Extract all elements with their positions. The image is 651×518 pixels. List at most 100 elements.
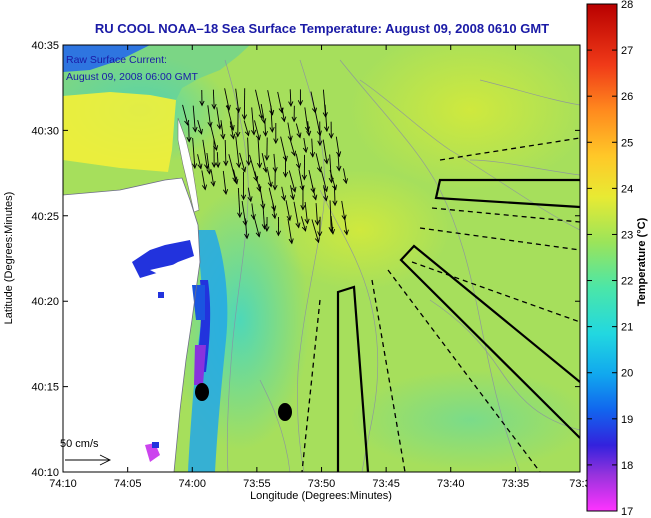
radar-beams [336, 178, 580, 472]
current-vector [324, 104, 328, 132]
inlet-land [150, 262, 195, 280]
coastal-violet-patch [194, 345, 206, 385]
dashed-line [411, 261, 580, 323]
current-vector-head [210, 180, 216, 187]
colorbar-tick-label: 18 [621, 460, 633, 472]
current-vector [320, 170, 328, 192]
colorbar-tick-label: 28 [621, 0, 633, 11]
current-vector [303, 137, 307, 153]
current-vector [197, 154, 202, 169]
current-vector-head [271, 213, 277, 220]
current-vector-head [255, 134, 261, 141]
colorbar-tick-label: 19 [621, 414, 633, 426]
current-vector [254, 171, 261, 192]
current-vector [224, 139, 227, 166]
current-vector-head [316, 166, 322, 173]
current-vector-head [264, 155, 270, 161]
current-vector-head [309, 151, 316, 158]
current-vector [222, 170, 227, 194]
beam-outline [434, 178, 580, 209]
current-vector [335, 136, 340, 157]
y-tick-label: 40:20 [31, 296, 59, 308]
current-vector-head [236, 162, 242, 169]
x-axis: 74:10 74:05 74:00 73:55 73:50 73:45 73:40 73:35… [49, 45, 591, 490]
current-vector-head [197, 163, 203, 170]
current-vector-head [272, 184, 278, 191]
x-tick-label: 73:50 [308, 478, 336, 490]
colorbar-label: Temperature (°C) [636, 217, 648, 306]
dashed-line [387, 269, 541, 472]
dashed-line [371, 279, 406, 472]
current-vector [343, 216, 348, 235]
beam-outline [336, 285, 370, 472]
current-vector [287, 218, 293, 244]
current-vector-head [220, 133, 226, 140]
current-vector-head [282, 171, 289, 178]
current-vector-head [302, 147, 308, 154]
current-vector [237, 187, 241, 218]
current-vector-head [323, 195, 329, 202]
current-vector [315, 203, 318, 225]
current-vector [277, 91, 283, 113]
current-vector [228, 154, 237, 182]
current-vector [295, 123, 301, 138]
current-vector [188, 123, 190, 142]
colorbar-tick-label: 23 [621, 229, 633, 241]
current-vector [202, 139, 208, 169]
x-tick-label: 74:10 [49, 478, 77, 490]
current-vector-head [300, 204, 306, 211]
chart-title: RU COOL NOAA–18 Sea Surface Temperature:… [95, 21, 549, 36]
current-vector-head [312, 194, 318, 201]
current-vector-head [215, 162, 221, 169]
coastline [63, 177, 201, 472]
current-vector-head [296, 132, 302, 139]
current-vector [247, 137, 250, 166]
current-vector-head [297, 100, 304, 106]
current-vector-head [317, 140, 323, 147]
current-vector-head [256, 186, 262, 193]
current-vector [239, 152, 246, 172]
current-vector-head [255, 231, 261, 238]
x-tick-label: 73:40 [437, 478, 465, 490]
current-vector-head [291, 186, 297, 193]
current-vector-head [304, 218, 310, 225]
scale-arrow-head [99, 454, 112, 466]
current-vector-head [241, 114, 248, 121]
dashed-line [301, 299, 321, 472]
y-tick-label: 40:15 [31, 382, 59, 394]
current-vector [311, 219, 320, 243]
dashed-line [431, 207, 580, 223]
current-vector [304, 107, 309, 132]
current-vector-head [247, 196, 253, 203]
current-vector [197, 120, 203, 135]
current-vector [287, 122, 292, 141]
current-vector [182, 104, 189, 125]
current-vector-head [304, 126, 311, 133]
current-vector [220, 120, 224, 139]
coastal-cold-north [63, 45, 150, 72]
station-marker [195, 383, 209, 401]
current-vector-head [262, 130, 268, 137]
current-vector-head [291, 150, 297, 157]
x-axis-label: Longitude (Degrees:Minutes) [250, 490, 392, 502]
current-vector-head [301, 225, 307, 232]
current-vector-head [273, 138, 279, 145]
bay-warm-shallows [63, 92, 176, 172]
current-label-line2: August 09, 2008 06:00 GMT [66, 71, 199, 83]
current-vector-head [264, 226, 270, 233]
inlet-cold-plume [132, 240, 194, 278]
current-vector-head [206, 168, 212, 175]
current-vector-head [223, 160, 229, 167]
current-vector [262, 200, 266, 229]
warm-region [350, 45, 580, 190]
current-vector-head [232, 176, 238, 183]
current-vector-head [329, 228, 336, 235]
colorbar-tick-label: 25 [621, 137, 633, 149]
current-vector-head [288, 101, 294, 108]
current-vector [281, 107, 285, 122]
current-vectors [182, 88, 349, 245]
current-vector [255, 89, 263, 119]
bathymetry-contours [224, 59, 580, 472]
current-vector [323, 185, 327, 201]
